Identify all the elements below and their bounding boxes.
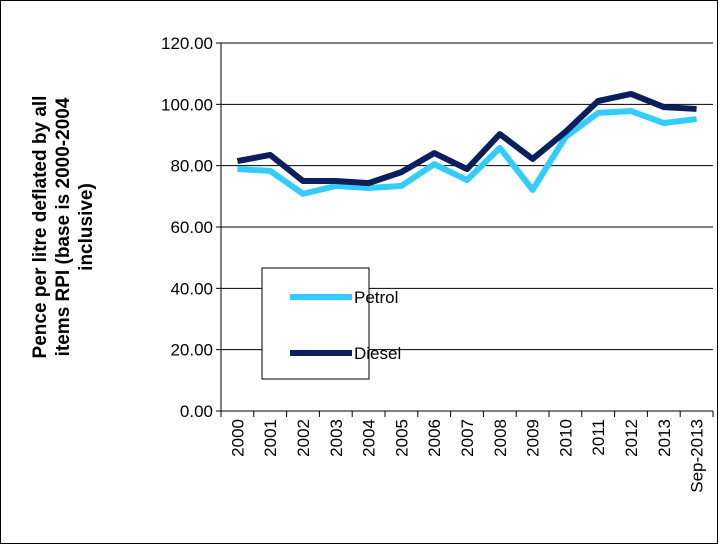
x-tick-label: 2005 <box>392 419 411 457</box>
y-tick-label: 0.00 <box>180 402 213 421</box>
x-tick-label: 2006 <box>425 419 444 457</box>
x-tick-label: 2013 <box>655 419 674 457</box>
x-tick-label: 2007 <box>458 419 477 457</box>
x-tick-label: 2003 <box>327 419 346 457</box>
x-tick-label: Sep-2013 <box>688 419 707 493</box>
x-tick-label: 2000 <box>228 419 247 457</box>
y-tick-label: 80.00 <box>170 157 213 176</box>
x-tick-label: 2008 <box>491 419 510 457</box>
legend-label: Petrol <box>354 288 398 307</box>
y-tick-label: 100.00 <box>161 95 213 114</box>
x-tick-label: 2010 <box>556 419 575 457</box>
series-line <box>237 108 697 197</box>
y-axis-title: items RPI (base is 2000-2004 <box>53 97 74 356</box>
x-tick-label: 2012 <box>622 419 641 457</box>
y-tick-label: 60.00 <box>170 218 213 237</box>
x-tick-label: 2001 <box>261 419 280 457</box>
series-line <box>236 90 697 187</box>
y-tick-label: 120.00 <box>161 34 213 53</box>
y-axis-title: inclusive) <box>76 183 97 271</box>
y-tick-label: 20.00 <box>170 341 213 360</box>
y-tick-label: 40.00 <box>170 279 213 298</box>
y-axis-title: Pence per litre deflated by all <box>30 96 51 359</box>
legend-box <box>261 267 370 380</box>
x-tick-label: 2009 <box>524 419 543 457</box>
x-tick-label: 2002 <box>294 419 313 457</box>
legend-label: Diesel <box>354 344 401 363</box>
x-tick-label: 2011 <box>589 419 608 456</box>
x-tick-label: 2004 <box>360 419 379 457</box>
